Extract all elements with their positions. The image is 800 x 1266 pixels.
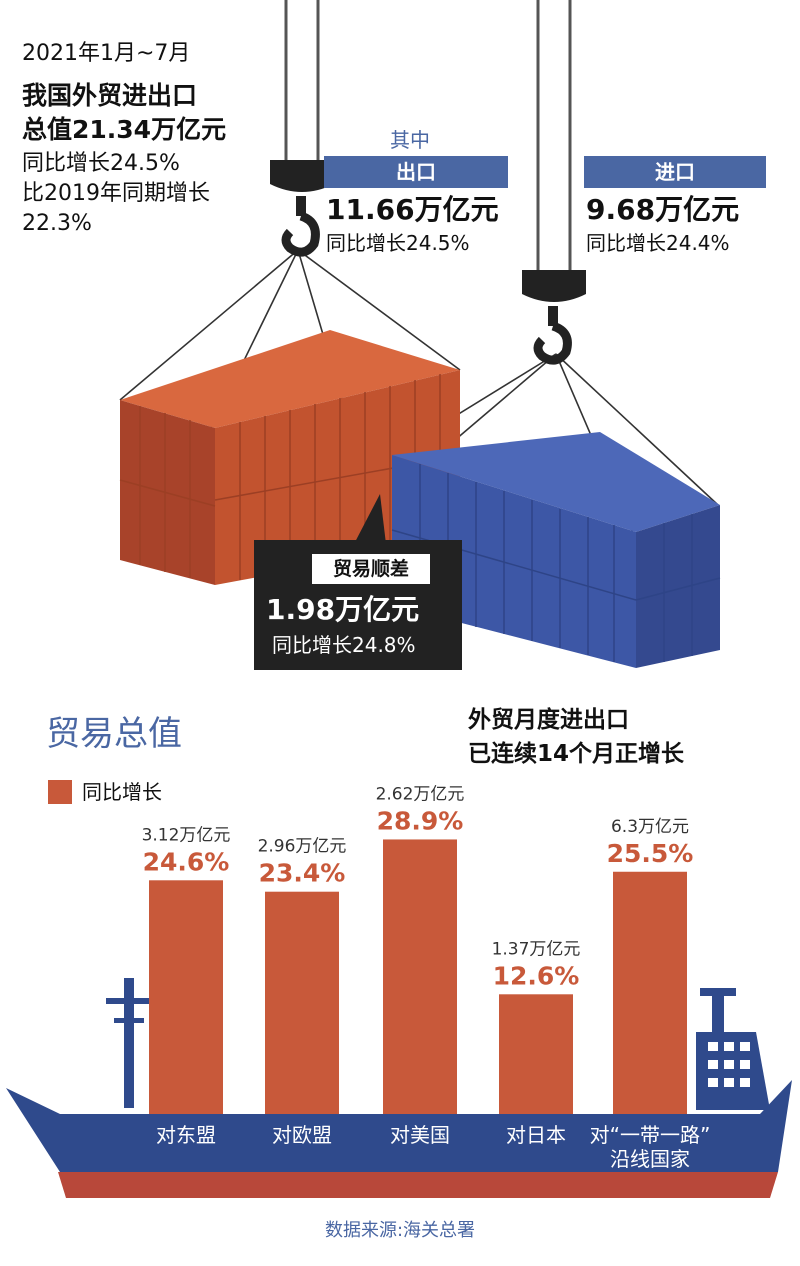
bar-total-label: 1.37万亿元 (492, 939, 581, 959)
bar (265, 891, 339, 1114)
note-line-1: 外贸月度进出口 (468, 707, 629, 733)
period-label: 2021年1月~7月 (22, 41, 191, 66)
section-title: 贸易总值 (46, 714, 182, 754)
bar-total-label: 3.12万亿元 (142, 825, 231, 845)
bar-value-label: 12.6% (493, 961, 580, 990)
headline-compare-value: 22.3% (22, 211, 92, 236)
ship-illustration (6, 978, 792, 1198)
surplus-box: 贸易顺差 1.98万亿元 同比增长24.8% (254, 540, 462, 670)
category-label: 对“一带一路” (590, 1123, 711, 1147)
bar-total-label: 2.62万亿元 (376, 784, 465, 804)
bar-value-label: 24.6% (143, 847, 230, 876)
bar-value-label: 28.9% (377, 806, 464, 835)
surplus-value: 1.98万亿元 (266, 593, 420, 626)
bar (499, 994, 573, 1114)
note-line-2: 已连续14个月正增长 (468, 741, 685, 767)
legend-label: 同比增长 (82, 780, 162, 804)
bar-value-label: 25.5% (607, 839, 694, 868)
crane-hook-icon (522, 270, 586, 365)
headline-growth: 同比增长24.5% (22, 151, 180, 176)
bar-total-label: 2.96万亿元 (258, 837, 347, 857)
surplus-tag: 贸易顺差 (312, 554, 430, 584)
category-label: 对日本 (506, 1123, 566, 1147)
export-tag: 出口 (324, 156, 508, 188)
import-value: 9.68万亿元 (586, 193, 740, 226)
headline-title: 我国外贸进出口 (22, 81, 198, 110)
import-tag: 进口 (584, 156, 766, 188)
crane-hook-icon (270, 160, 334, 257)
export-growth: 同比增长24.5% (326, 231, 470, 255)
category-label: 对东盟 (156, 1123, 216, 1147)
bar-value-label: 23.4% (259, 859, 346, 888)
surplus-growth: 同比增长24.8% (272, 633, 416, 657)
category-label: 沿线国家 (610, 1147, 690, 1171)
category-label: 对欧盟 (272, 1123, 332, 1147)
crane-illustration (119, 0, 721, 668)
headline-compare: 比2019年同期增长 (22, 181, 210, 206)
bar (613, 871, 687, 1114)
category-label: 对美国 (390, 1123, 450, 1147)
bar (149, 880, 223, 1114)
import-growth: 同比增长24.4% (586, 231, 730, 255)
legend-swatch (48, 780, 72, 804)
headline-total: 总值21.34万亿元 (22, 115, 227, 144)
source-note: 数据来源:海关总署 (324, 1220, 476, 1241)
breakdown-label: 其中 (390, 128, 430, 152)
export-value: 11.66万亿元 (326, 193, 499, 226)
bar-total-label: 6.3万亿元 (611, 817, 689, 837)
bar (383, 839, 457, 1114)
